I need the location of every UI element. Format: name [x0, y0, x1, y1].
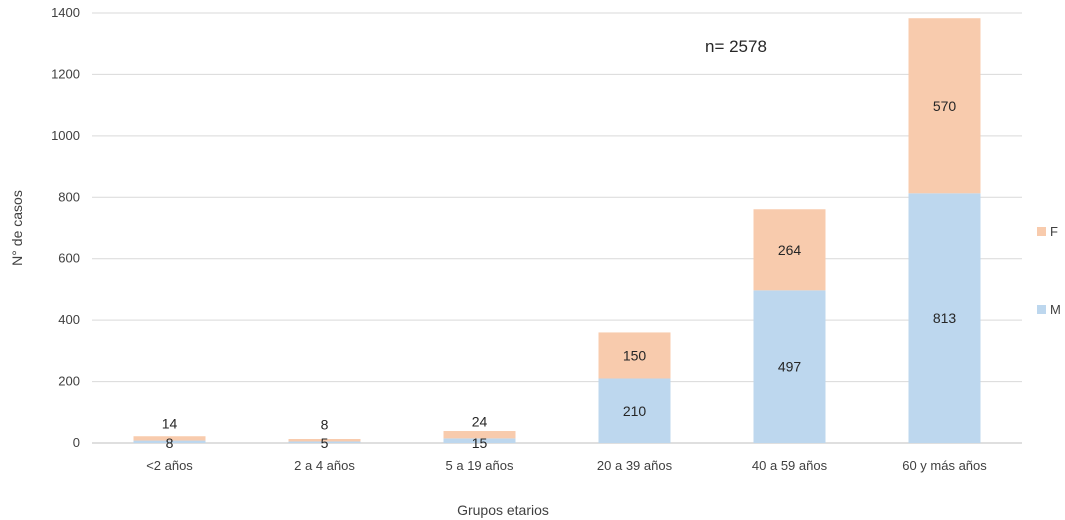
data-label-F-2: 24 — [472, 413, 488, 429]
y-tick-label-4: 800 — [58, 189, 80, 204]
legend-swatch-M — [1037, 305, 1046, 314]
legend-label-M: M — [1050, 302, 1061, 317]
bar-M-3 — [598, 378, 671, 443]
y-tick-label-1: 200 — [58, 374, 80, 389]
data-label-F-3: 150 — [623, 347, 647, 363]
y-tick-label-6: 1200 — [51, 66, 80, 81]
data-label-M-3: 210 — [623, 403, 647, 419]
y-tick-label-2: 400 — [58, 312, 80, 327]
legend-swatch-F — [1037, 227, 1046, 236]
gridlines — [92, 12, 1022, 383]
data-label-F-4: 264 — [778, 242, 802, 258]
category-label-1: 2 a 4 años — [294, 458, 355, 473]
y-tick-label-3: 600 — [58, 251, 80, 266]
category-label-0: <2 años — [146, 458, 193, 473]
bar-F-4 — [753, 209, 826, 291]
bar-M-1 — [288, 441, 361, 443]
category-label-3: 20 a 39 años — [597, 458, 673, 473]
data-label-M-1: 5 — [321, 435, 329, 451]
category-label-4: 40 a 59 años — [752, 458, 828, 473]
legend: FM — [1037, 224, 1061, 317]
data-label-F-5: 570 — [933, 98, 957, 114]
data-label-F-1: 8 — [321, 416, 329, 432]
bar-F-1 — [288, 439, 361, 442]
sample-size-annotation: n= 2578 — [705, 37, 767, 56]
x-axis-category-labels: <2 años 2 a 4 años 5 a 19 años 20 a 39 años… — [146, 458, 987, 473]
y-tick-label-5: 1000 — [51, 128, 80, 143]
bar-F-0 — [133, 436, 206, 441]
category-label-5: 60 y más años — [902, 458, 987, 473]
bars — [133, 18, 981, 443]
y-axis-tick-labels: 0 200 400 600 800 1000 1200 1400 — [51, 5, 80, 450]
y-tick-label-7: 1400 — [51, 5, 80, 20]
bar-M-2 — [443, 438, 516, 443]
data-label-M-5: 813 — [933, 310, 957, 326]
data-label-M-4: 497 — [778, 359, 802, 375]
data-label-F-0: 14 — [162, 416, 178, 432]
bar-F-5 — [908, 18, 981, 194]
y-axis-title: N° de casos — [9, 190, 25, 266]
legend-label-F: F — [1050, 224, 1058, 239]
data-label-M-0: 8 — [166, 435, 174, 451]
bar-data-labels: 8 14 5 8 15 24 210 150 497 264 813 570 — [162, 98, 957, 451]
bar-M-0 — [133, 440, 206, 443]
bar-F-2 — [443, 431, 516, 439]
y-tick-label-0: 0 — [73, 435, 80, 450]
data-label-M-2: 15 — [472, 435, 488, 451]
x-axis-title: Grupos etarios — [457, 502, 549, 518]
bar-F-3 — [598, 332, 671, 379]
category-label-2: 5 a 19 años — [446, 458, 514, 473]
bar-M-5 — [908, 193, 981, 443]
bar-M-4 — [753, 290, 826, 443]
